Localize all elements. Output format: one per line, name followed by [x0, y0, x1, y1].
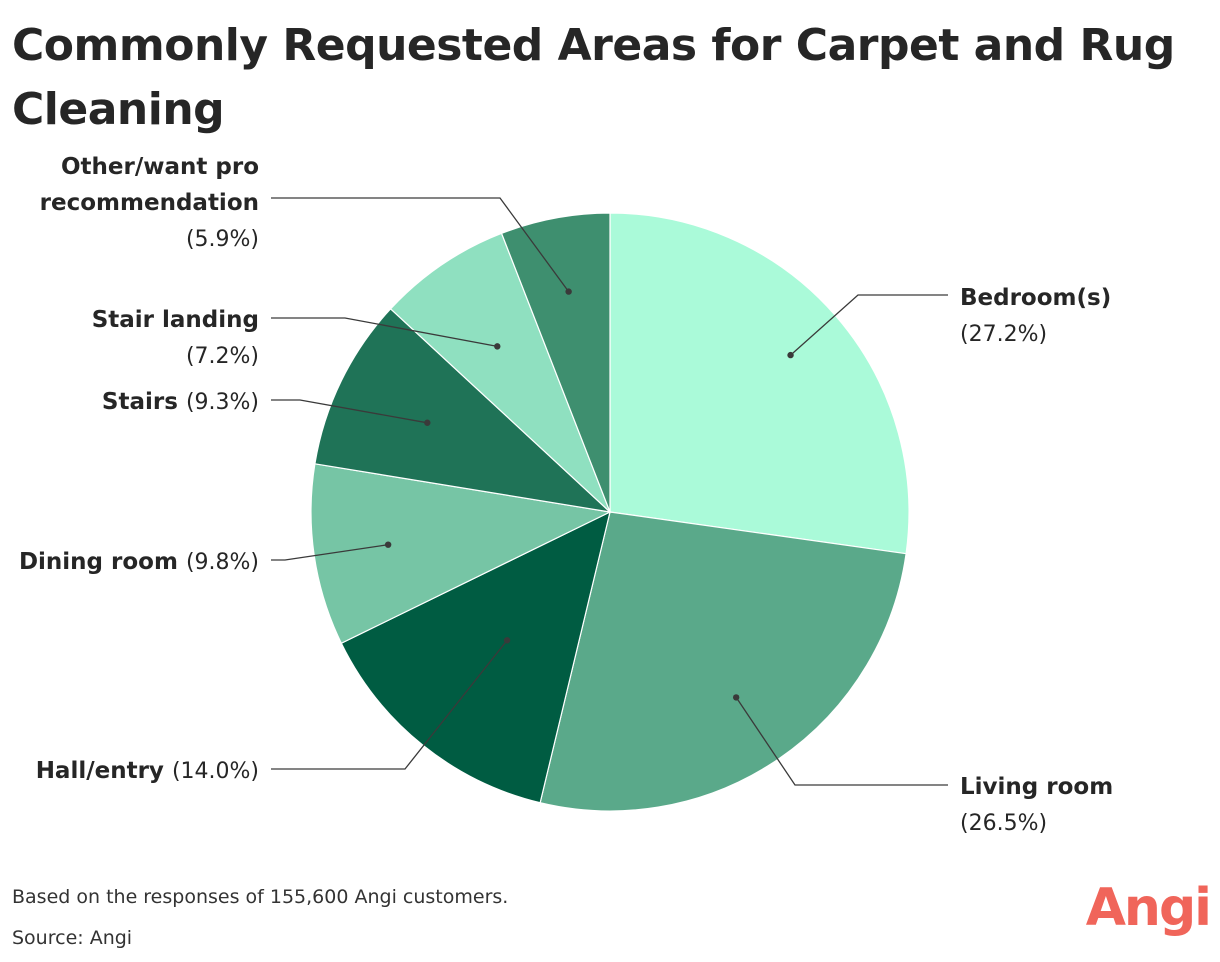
- leader-line-dining-room: [271, 544, 389, 561]
- pie-slice-hall-entry: [340, 510, 611, 804]
- slice-label-stairs: Stairs (9.3%): [102, 389, 259, 415]
- source-note: Source: Angi: [12, 927, 133, 949]
- footnote: Based on the responses of 155,600 Angi c…: [12, 886, 509, 908]
- slice-value-stair-landing: (7.2%): [186, 344, 259, 369]
- slice-value-bedroom-s: (27.2%): [960, 322, 1047, 347]
- leader-line-stair-landing: [271, 317, 498, 348]
- pie-slices: [310, 212, 910, 812]
- slice-value-dining-room: (9.8%): [186, 550, 259, 575]
- slice-value-stairs: (9.3%): [186, 390, 259, 415]
- slice-label-bedroom-s: Bedroom(s): [960, 285, 1111, 311]
- pie-slice-stairs: [314, 308, 612, 513]
- leader-line-stairs: [271, 399, 428, 424]
- chart-title: Commonly Requested Areas for Carpet and …: [12, 20, 1175, 135]
- leader-dot-dining-room: [384, 541, 392, 548]
- slice-label-other-want-pro-recommendation: Other/want pro: [61, 154, 259, 180]
- leader-line-living-room: [735, 697, 948, 786]
- slice-value-living-room: (26.5%): [960, 811, 1047, 836]
- slice-label-dining-room: Dining room (9.8%): [19, 549, 259, 575]
- slice-value-other-want-pro-recommendation: (5.9%): [186, 227, 259, 252]
- pie-slice-bedroom-s: [609, 212, 910, 555]
- pie-slice-stair-landing: [389, 232, 611, 513]
- angi-logo: Angi: [1085, 878, 1212, 938]
- slice-label-stair-landing: Stair landing: [92, 307, 259, 333]
- leader-line-hall-entry: [271, 639, 508, 770]
- leader-line-bedroom-s: [790, 294, 948, 356]
- slice-value-hall-entry: (14.0%): [172, 759, 259, 784]
- slice-label-hall-entry: Hall/entry (14.0%): [36, 758, 259, 784]
- leader-line-other-want-pro-recommendation: [271, 197, 570, 292]
- slice-label-living-room: Living room: [960, 774, 1113, 800]
- slice-labels: Bedroom(s) (27.2%) Living room (26.5%) Hall/…: [19, 154, 1113, 836]
- slice-label-other-want-pro-recommendation: recommendation: [40, 190, 259, 216]
- leader-lines: [271, 197, 948, 786]
- pie-slice-other-want-pro-recommendation: [500, 212, 611, 513]
- leader-dot-stairs: [424, 419, 431, 426]
